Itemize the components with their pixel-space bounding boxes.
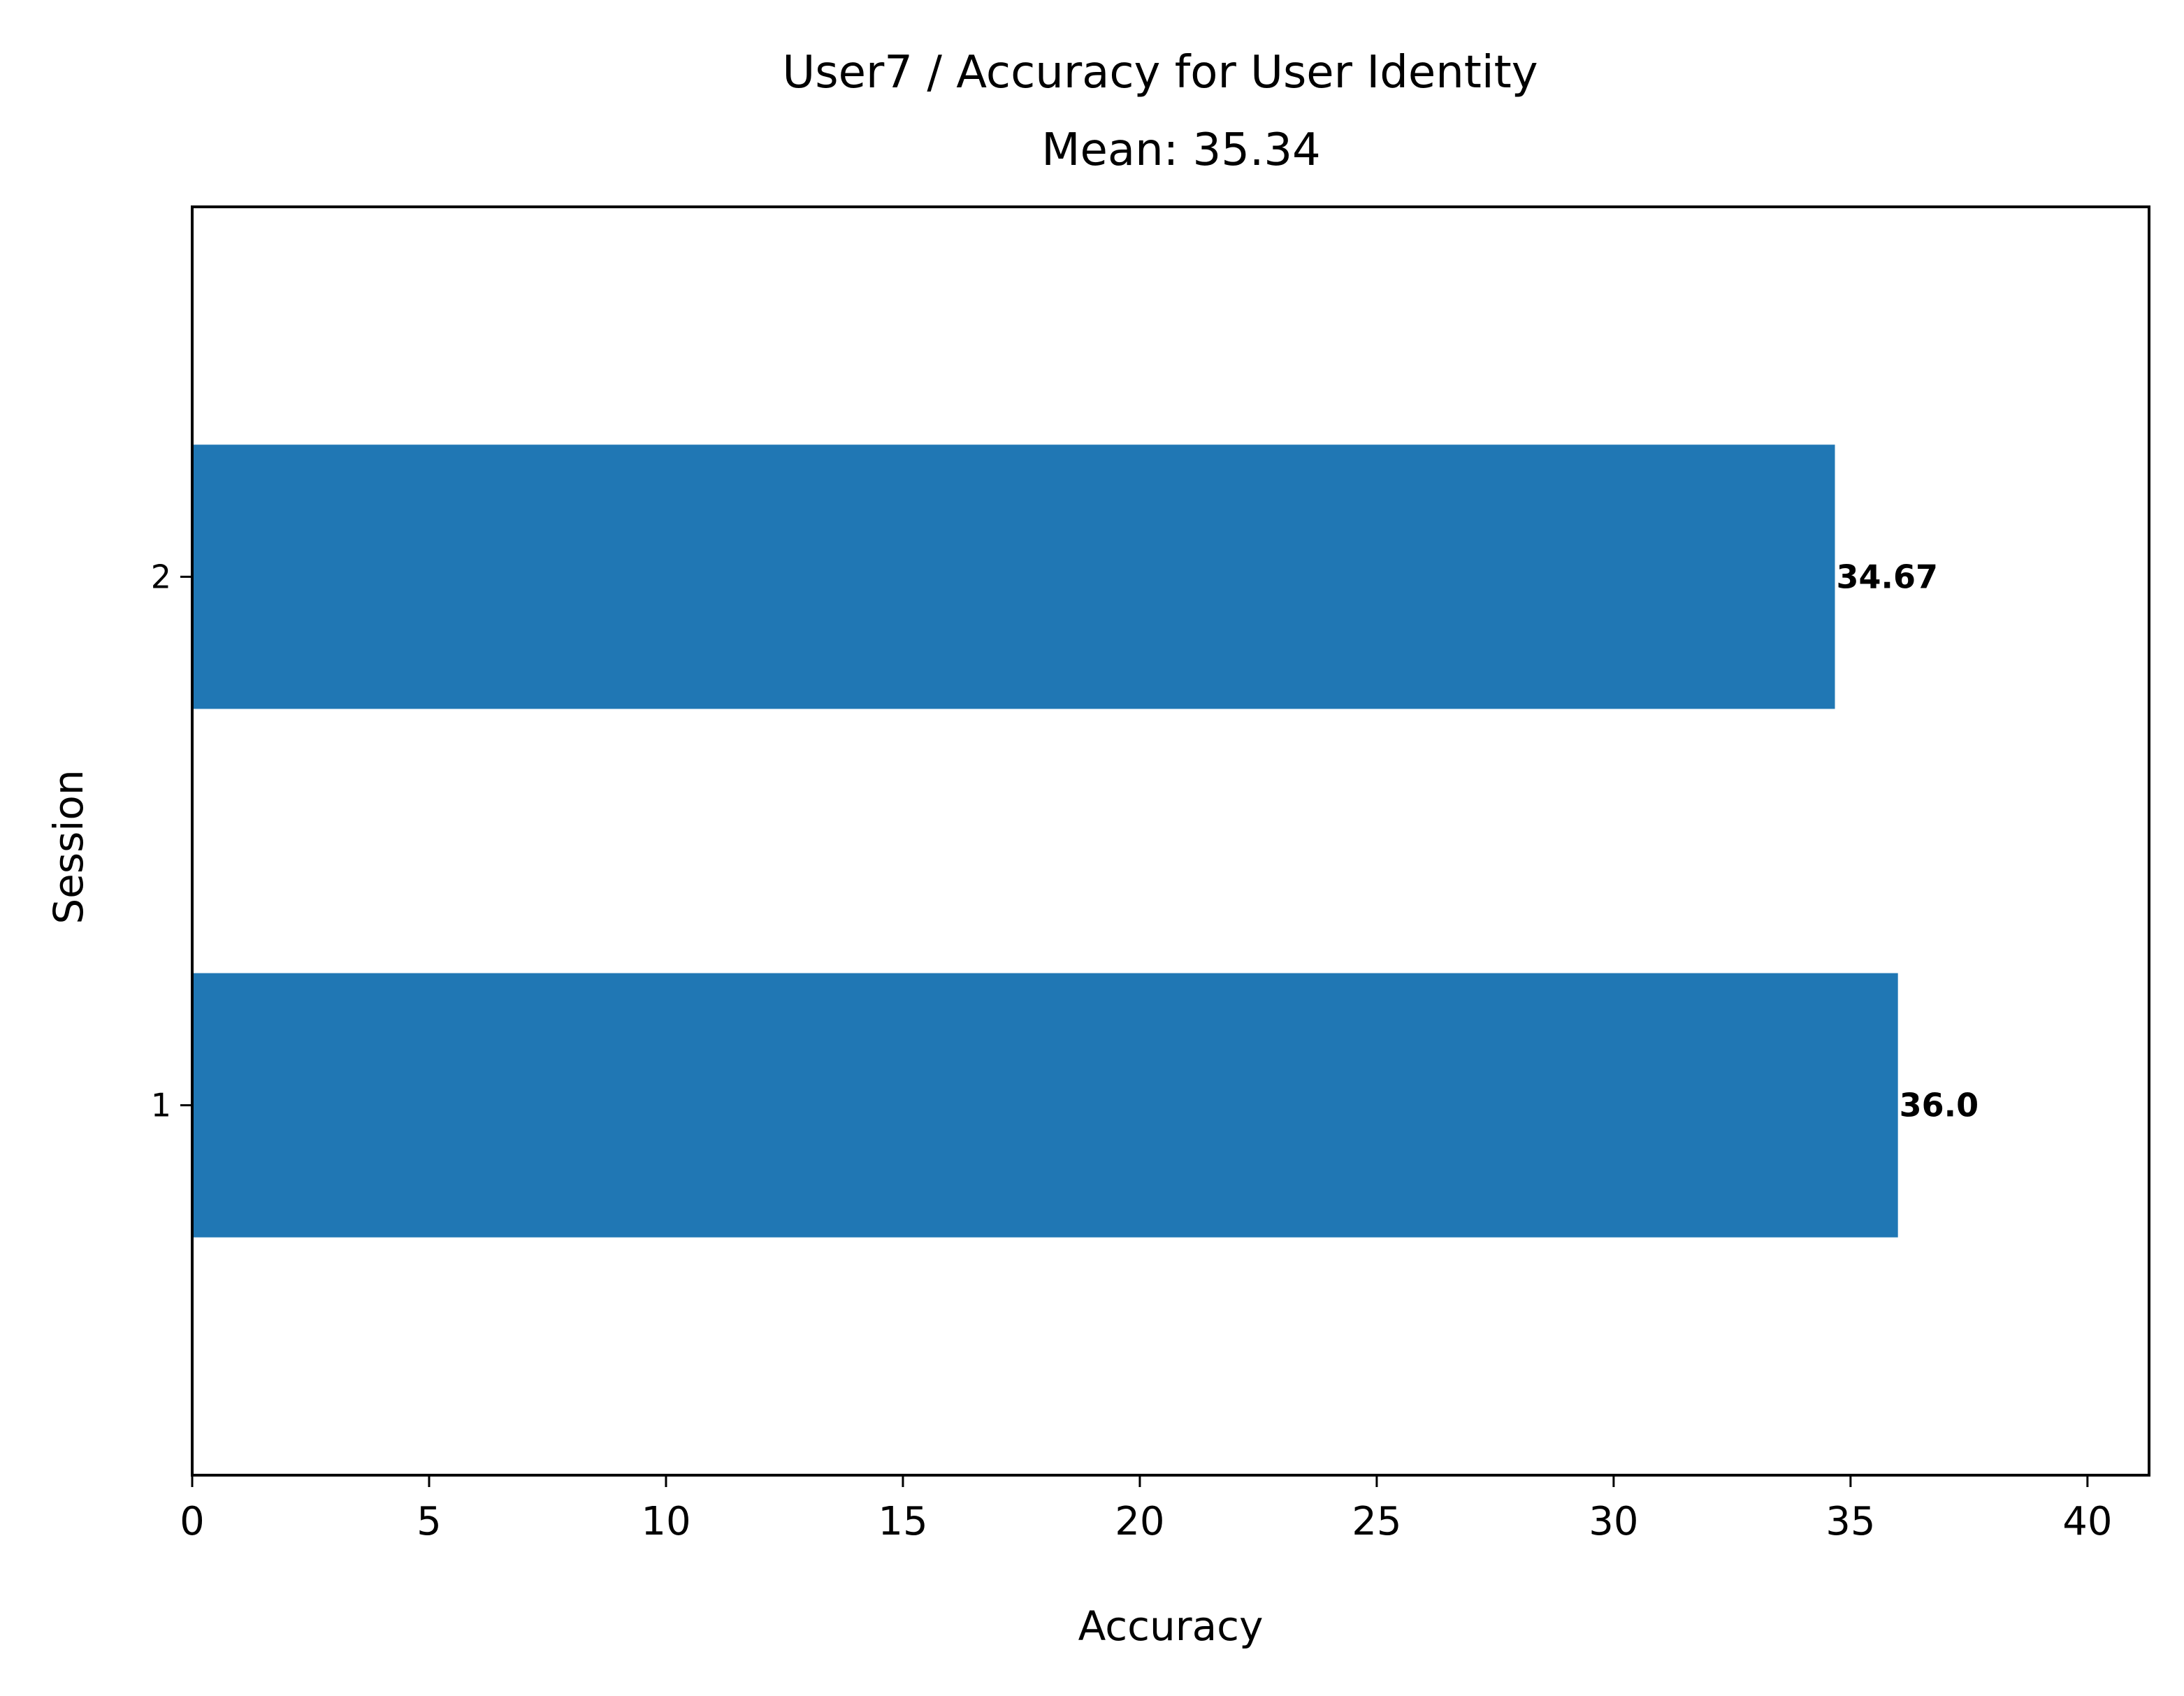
x-tick-label-40: 40 xyxy=(2062,1499,2112,1544)
chart-subtitle: Mean: 35.34 xyxy=(1041,124,1321,176)
x-tick-label-5: 5 xyxy=(417,1499,442,1544)
x-tick-label-15: 15 xyxy=(878,1499,927,1544)
data-label-session-2: 34.67 xyxy=(1837,558,1939,595)
x-tick-label-20: 20 xyxy=(1115,1499,1164,1544)
axis-ticks: 0 5 10 15 20 25 30 35 40 1 2 xyxy=(151,558,2113,1544)
chart-title: User7 / Accuracy for User Identity xyxy=(782,47,1538,99)
x-tick-label-35: 35 xyxy=(1825,1499,1875,1544)
plot-area: 36.0 34.67 xyxy=(192,444,1979,1238)
data-label-session-1: 36.0 xyxy=(1900,1087,1979,1124)
y-tick-label-1: 1 xyxy=(151,1087,171,1124)
y-axis-label: Session xyxy=(45,769,92,924)
y-tick-label-2: 2 xyxy=(151,558,171,595)
x-tick-label-30: 30 xyxy=(1589,1499,1638,1544)
plot-frame xyxy=(191,205,2150,1477)
x-tick-label-0: 0 xyxy=(180,1499,205,1544)
x-tick-label-10: 10 xyxy=(641,1499,690,1544)
bar-session-1 xyxy=(192,973,1898,1238)
x-tick-label-25: 25 xyxy=(1352,1499,1401,1544)
x-axis-label: Accuracy xyxy=(1078,1602,1264,1650)
bar-session-2 xyxy=(192,444,1835,709)
